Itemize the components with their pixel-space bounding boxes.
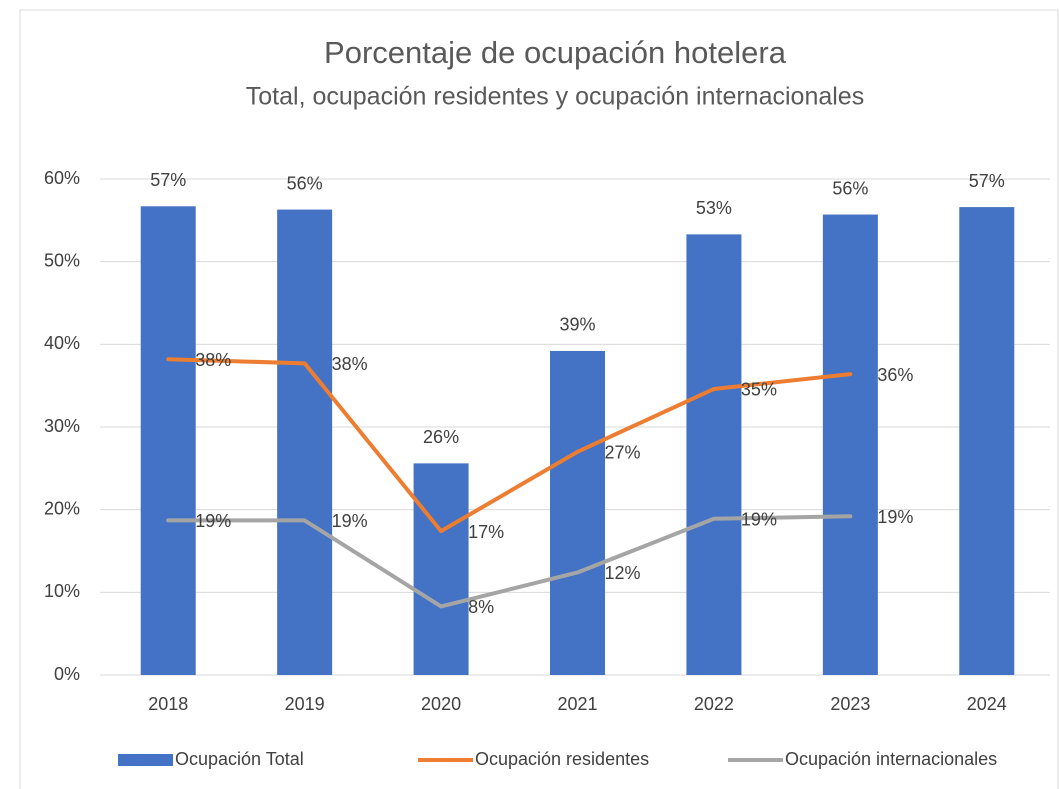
bar — [413, 463, 469, 675]
data-label: 57% — [969, 171, 1005, 191]
bar — [686, 234, 742, 676]
legend-swatch — [118, 754, 173, 766]
data-label: 38% — [195, 350, 231, 370]
legend-label: Ocupación Total — [175, 749, 304, 769]
y-tick-label: 50% — [44, 250, 80, 270]
x-tick-label: 2019 — [285, 694, 325, 714]
y-tick-label: 40% — [44, 333, 80, 353]
data-label: 56% — [832, 178, 868, 198]
y-tick-label: 30% — [44, 416, 80, 436]
data-label: 27% — [605, 443, 641, 463]
x-tick-label: 2020 — [421, 694, 461, 714]
data-label: 26% — [423, 427, 459, 447]
data-label: 36% — [877, 365, 913, 385]
bar — [822, 214, 878, 675]
x-tick-label: 2023 — [830, 694, 870, 714]
x-tick-label: 2022 — [694, 694, 734, 714]
x-tick-label: 2024 — [967, 694, 1007, 714]
bar — [550, 350, 605, 675]
data-label: 19% — [195, 511, 231, 531]
bar — [959, 207, 1015, 675]
x-tick-label: 2018 — [148, 694, 188, 714]
data-label: 53% — [696, 198, 732, 218]
data-label: 19% — [741, 510, 777, 530]
bar — [140, 206, 196, 675]
bar — [277, 209, 333, 675]
data-label: 12% — [605, 563, 641, 583]
data-label: 38% — [332, 354, 368, 374]
data-label: 19% — [877, 507, 913, 527]
y-tick-label: 0% — [54, 664, 80, 684]
line — [166, 357, 853, 534]
data-label: 56% — [287, 173, 323, 193]
data-label: 57% — [150, 170, 186, 190]
chart-title: Porcentaje de ocupación hotelera — [324, 35, 787, 70]
data-label: 35% — [741, 380, 777, 400]
data-label: 19% — [332, 511, 368, 531]
line — [166, 514, 853, 609]
data-label: 17% — [468, 522, 504, 542]
chart-subtitle: Total, ocupación residentes y ocupación … — [246, 83, 864, 111]
legend-label: Ocupación internacionales — [785, 749, 997, 769]
legend-label: Ocupación residentes — [475, 749, 649, 769]
y-tick-label: 10% — [44, 581, 80, 601]
y-tick-label: 20% — [44, 498, 80, 518]
y-tick-label: 60% — [44, 168, 80, 188]
data-label: 8% — [468, 597, 494, 617]
x-tick-label: 2021 — [557, 694, 597, 714]
data-label: 39% — [559, 315, 595, 335]
